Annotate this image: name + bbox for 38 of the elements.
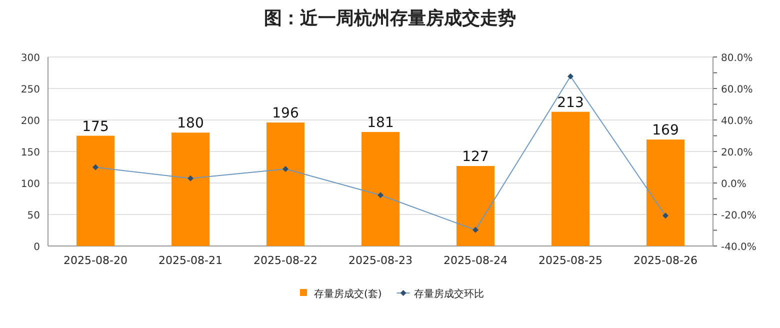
y-tick-label: 200 — [20, 116, 40, 127]
y-tick-label: 250 — [20, 84, 40, 96]
x-tick-label: 2025-08-23 — [348, 254, 412, 267]
y2-tick-label: 80.0% — [721, 53, 753, 64]
bar — [646, 140, 684, 246]
x-tick-label: 2025-08-20 — [64, 254, 128, 267]
y2-tick-label: -40.0% — [721, 242, 756, 253]
data-label: 180 — [177, 116, 204, 132]
y-tick-label: 0 — [34, 242, 40, 253]
data-label: 181 — [367, 114, 394, 131]
legend-label: 存量房成交(套) — [314, 288, 382, 300]
data-label: 127 — [462, 148, 489, 165]
data-label: 169 — [652, 122, 679, 139]
y2-tick-label: 40.0% — [721, 116, 753, 127]
data-label: 175 — [82, 118, 109, 135]
bar — [76, 136, 114, 246]
y2-tick-label: 60.0% — [721, 84, 753, 96]
y-tick-label: 100 — [20, 179, 40, 190]
chart-title: 图：近一周杭州存量房成交走势 — [264, 8, 516, 29]
bar — [172, 132, 210, 246]
x-tick-label: 2025-08-21 — [158, 254, 222, 267]
data-label: 196 — [272, 106, 299, 122]
y-tick-label: 300 — [20, 53, 40, 64]
bar — [362, 132, 400, 246]
bar — [266, 122, 304, 246]
x-tick-label: 2025-08-24 — [444, 254, 508, 267]
x-tick-label: 2025-08-22 — [254, 254, 318, 267]
bar — [552, 112, 590, 246]
bar — [456, 166, 494, 246]
y-tick-label: 50 — [27, 210, 40, 222]
y2-tick-label: 20.0% — [721, 148, 753, 158]
y2-tick-label: 0.0% — [721, 179, 746, 190]
x-tick-label: 2025-08-26 — [634, 254, 698, 267]
y2-tick-label: -20.0% — [721, 210, 756, 222]
y-tick-label: 150 — [20, 148, 40, 158]
x-tick-label: 2025-08-25 — [538, 254, 602, 267]
data-label: 213 — [557, 94, 584, 111]
legend-label: 存量房成交环比 — [414, 288, 484, 300]
